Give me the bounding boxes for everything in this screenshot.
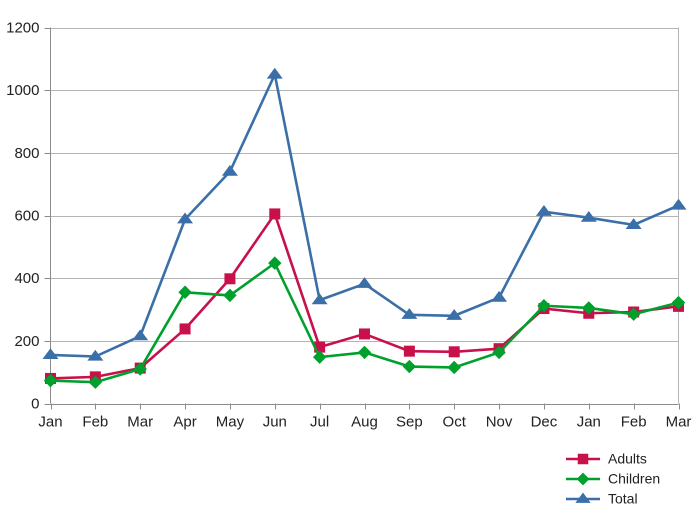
- legend-label-total: Total: [608, 491, 638, 507]
- data-point-total-1: [87, 349, 104, 361]
- x-tick-label-10: Nov: [486, 414, 513, 431]
- data-point-total-8: [401, 308, 418, 319]
- data-point-children-5: [268, 256, 282, 270]
- y-tick-label-200: 200: [14, 333, 39, 350]
- x-tick-label-6: Jul: [310, 414, 329, 431]
- data-point-children-4: [223, 288, 237, 303]
- data-point-children-6: [312, 350, 327, 364]
- x-tick-label-9: Oct: [443, 414, 467, 431]
- data-point-total-5: [266, 67, 283, 79]
- data-point-adults-8: [403, 345, 415, 357]
- y-tick-label-400: 400: [14, 270, 39, 287]
- data-point-total-10: [491, 290, 508, 302]
- data-point-adults-4: [224, 273, 236, 285]
- series-total: [42, 67, 687, 361]
- data-point-total-14: [670, 198, 687, 210]
- legend-label-adults: Adults: [608, 451, 647, 467]
- data-point-total-2: [132, 329, 149, 341]
- y-tick-label-0: 0: [31, 395, 39, 412]
- x-tick-label-5: Jun: [263, 414, 287, 431]
- x-tick-label-3: Apr: [173, 414, 196, 431]
- data-point-total-3: [177, 212, 194, 224]
- y-tick-label-600: 600: [14, 207, 39, 224]
- data-point-total-13: [625, 218, 642, 230]
- x-tick-label-8: Sep: [396, 414, 423, 431]
- x-tick-label-2: Mar: [127, 414, 153, 431]
- data-point-children-10: [492, 345, 506, 360]
- data-point-children-9: [447, 360, 461, 375]
- data-series: [42, 67, 687, 389]
- x-tick-label-11: Dec: [531, 414, 558, 431]
- data-point-children-2: [133, 362, 147, 376]
- x-tick-label-13: Feb: [621, 414, 647, 431]
- data-point-adults-5: [269, 208, 281, 220]
- y-tick-label-1000: 1000: [6, 82, 39, 99]
- data-point-children-12: [582, 301, 596, 315]
- data-point-children-0: [43, 373, 58, 388]
- data-point-total-6: [311, 293, 328, 305]
- legend-marker-adults: [577, 453, 589, 465]
- legend-item-adults[interactable]: Adults: [566, 451, 647, 467]
- data-point-children-7: [357, 345, 372, 360]
- data-point-total-0: [42, 348, 59, 360]
- data-point-children-3: [178, 285, 192, 299]
- data-point-children-1: [88, 375, 103, 389]
- data-point-children-11: [537, 299, 551, 313]
- x-tick-label-7: Aug: [351, 414, 378, 431]
- x-tick-label-0: Jan: [38, 414, 62, 431]
- data-point-adults-9: [448, 346, 460, 358]
- legend-item-total[interactable]: Total: [566, 491, 638, 507]
- data-point-total-11: [535, 205, 552, 216]
- x-tick-label-12: Jan: [577, 414, 601, 431]
- legend-marker-children: [576, 472, 590, 486]
- data-point-children-8: [402, 359, 417, 374]
- legend-marker-total: [575, 492, 591, 503]
- x-tick-label-1: Feb: [82, 414, 108, 431]
- axes: [50, 27, 680, 410]
- legend-label-children: Children: [608, 471, 660, 487]
- data-point-children-14: [671, 295, 686, 310]
- x-tick-label-4: May: [216, 414, 245, 431]
- data-point-total-7: [356, 277, 373, 288]
- data-point-adults-7: [359, 328, 370, 340]
- y-tick-label-1200: 1200: [6, 19, 39, 36]
- data-point-total-12: [580, 210, 597, 222]
- data-point-adults-3: [179, 323, 191, 335]
- x-axis-tick-labels: Jan Feb Mar Apr May Jun Jul Aug Sep Oct Nov Dec Jan F…: [38, 414, 691, 431]
- legend-item-children[interactable]: Children: [566, 471, 660, 487]
- x-tick-label-14: Mar: [666, 414, 692, 431]
- series-children: [43, 256, 686, 389]
- data-point-total-9: [446, 309, 463, 320]
- data-point-total-4: [221, 164, 238, 176]
- y-axis-tick-labels: 0 200 400 600 800 1000 1200: [6, 19, 39, 412]
- y-tick-label-800: 800: [14, 145, 39, 162]
- data-point-children-13: [626, 307, 641, 321]
- chart-legend: Adults Children Total: [566, 451, 660, 507]
